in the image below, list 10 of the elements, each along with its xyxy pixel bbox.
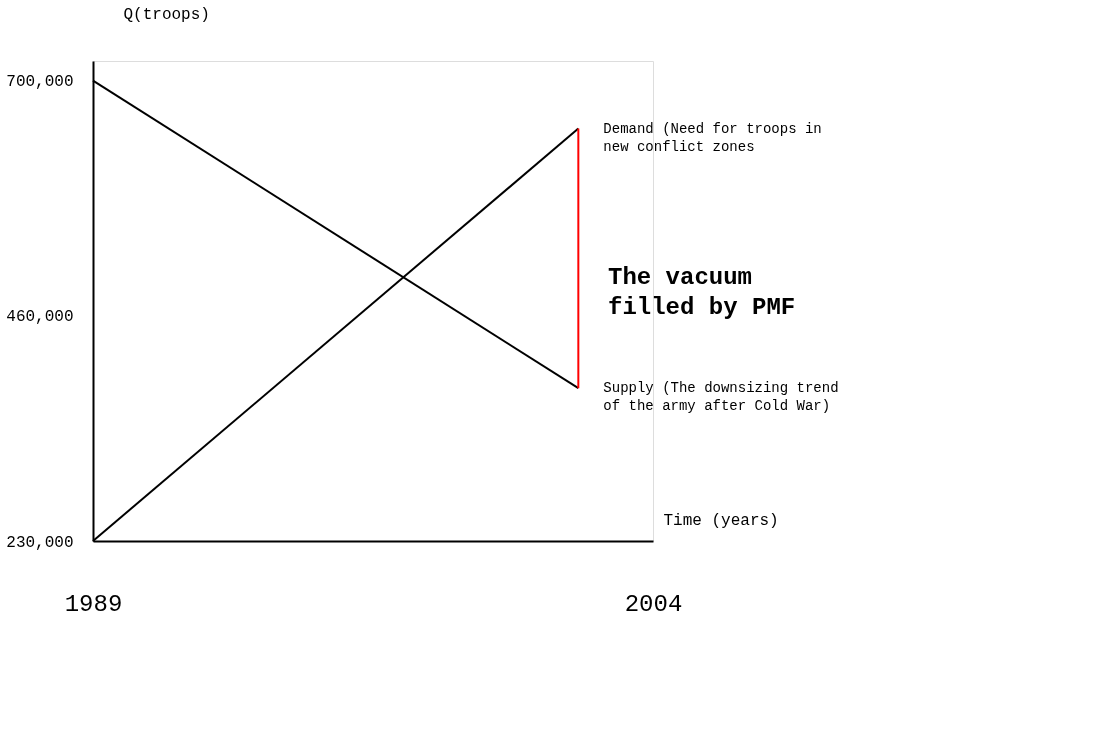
x-tick-label: 2004	[624, 590, 683, 618]
annotation: The vacuum filled by PMF	[608, 264, 796, 321]
series-label: Supply (The downsizing trend of the army after Cold War)	[603, 380, 839, 415]
y-tick-label: 230,000	[6, 533, 74, 552]
y-tick-label: 700,000	[6, 73, 74, 92]
x-tick-label: 1989	[64, 590, 123, 618]
series-label: Demand (Need for troops in new conflict zones	[603, 120, 822, 155]
y-tick-label: 460,000	[6, 308, 74, 327]
x-axis-title: Time (years)	[663, 511, 779, 530]
y-axis-title: Q(troops)	[123, 5, 210, 24]
